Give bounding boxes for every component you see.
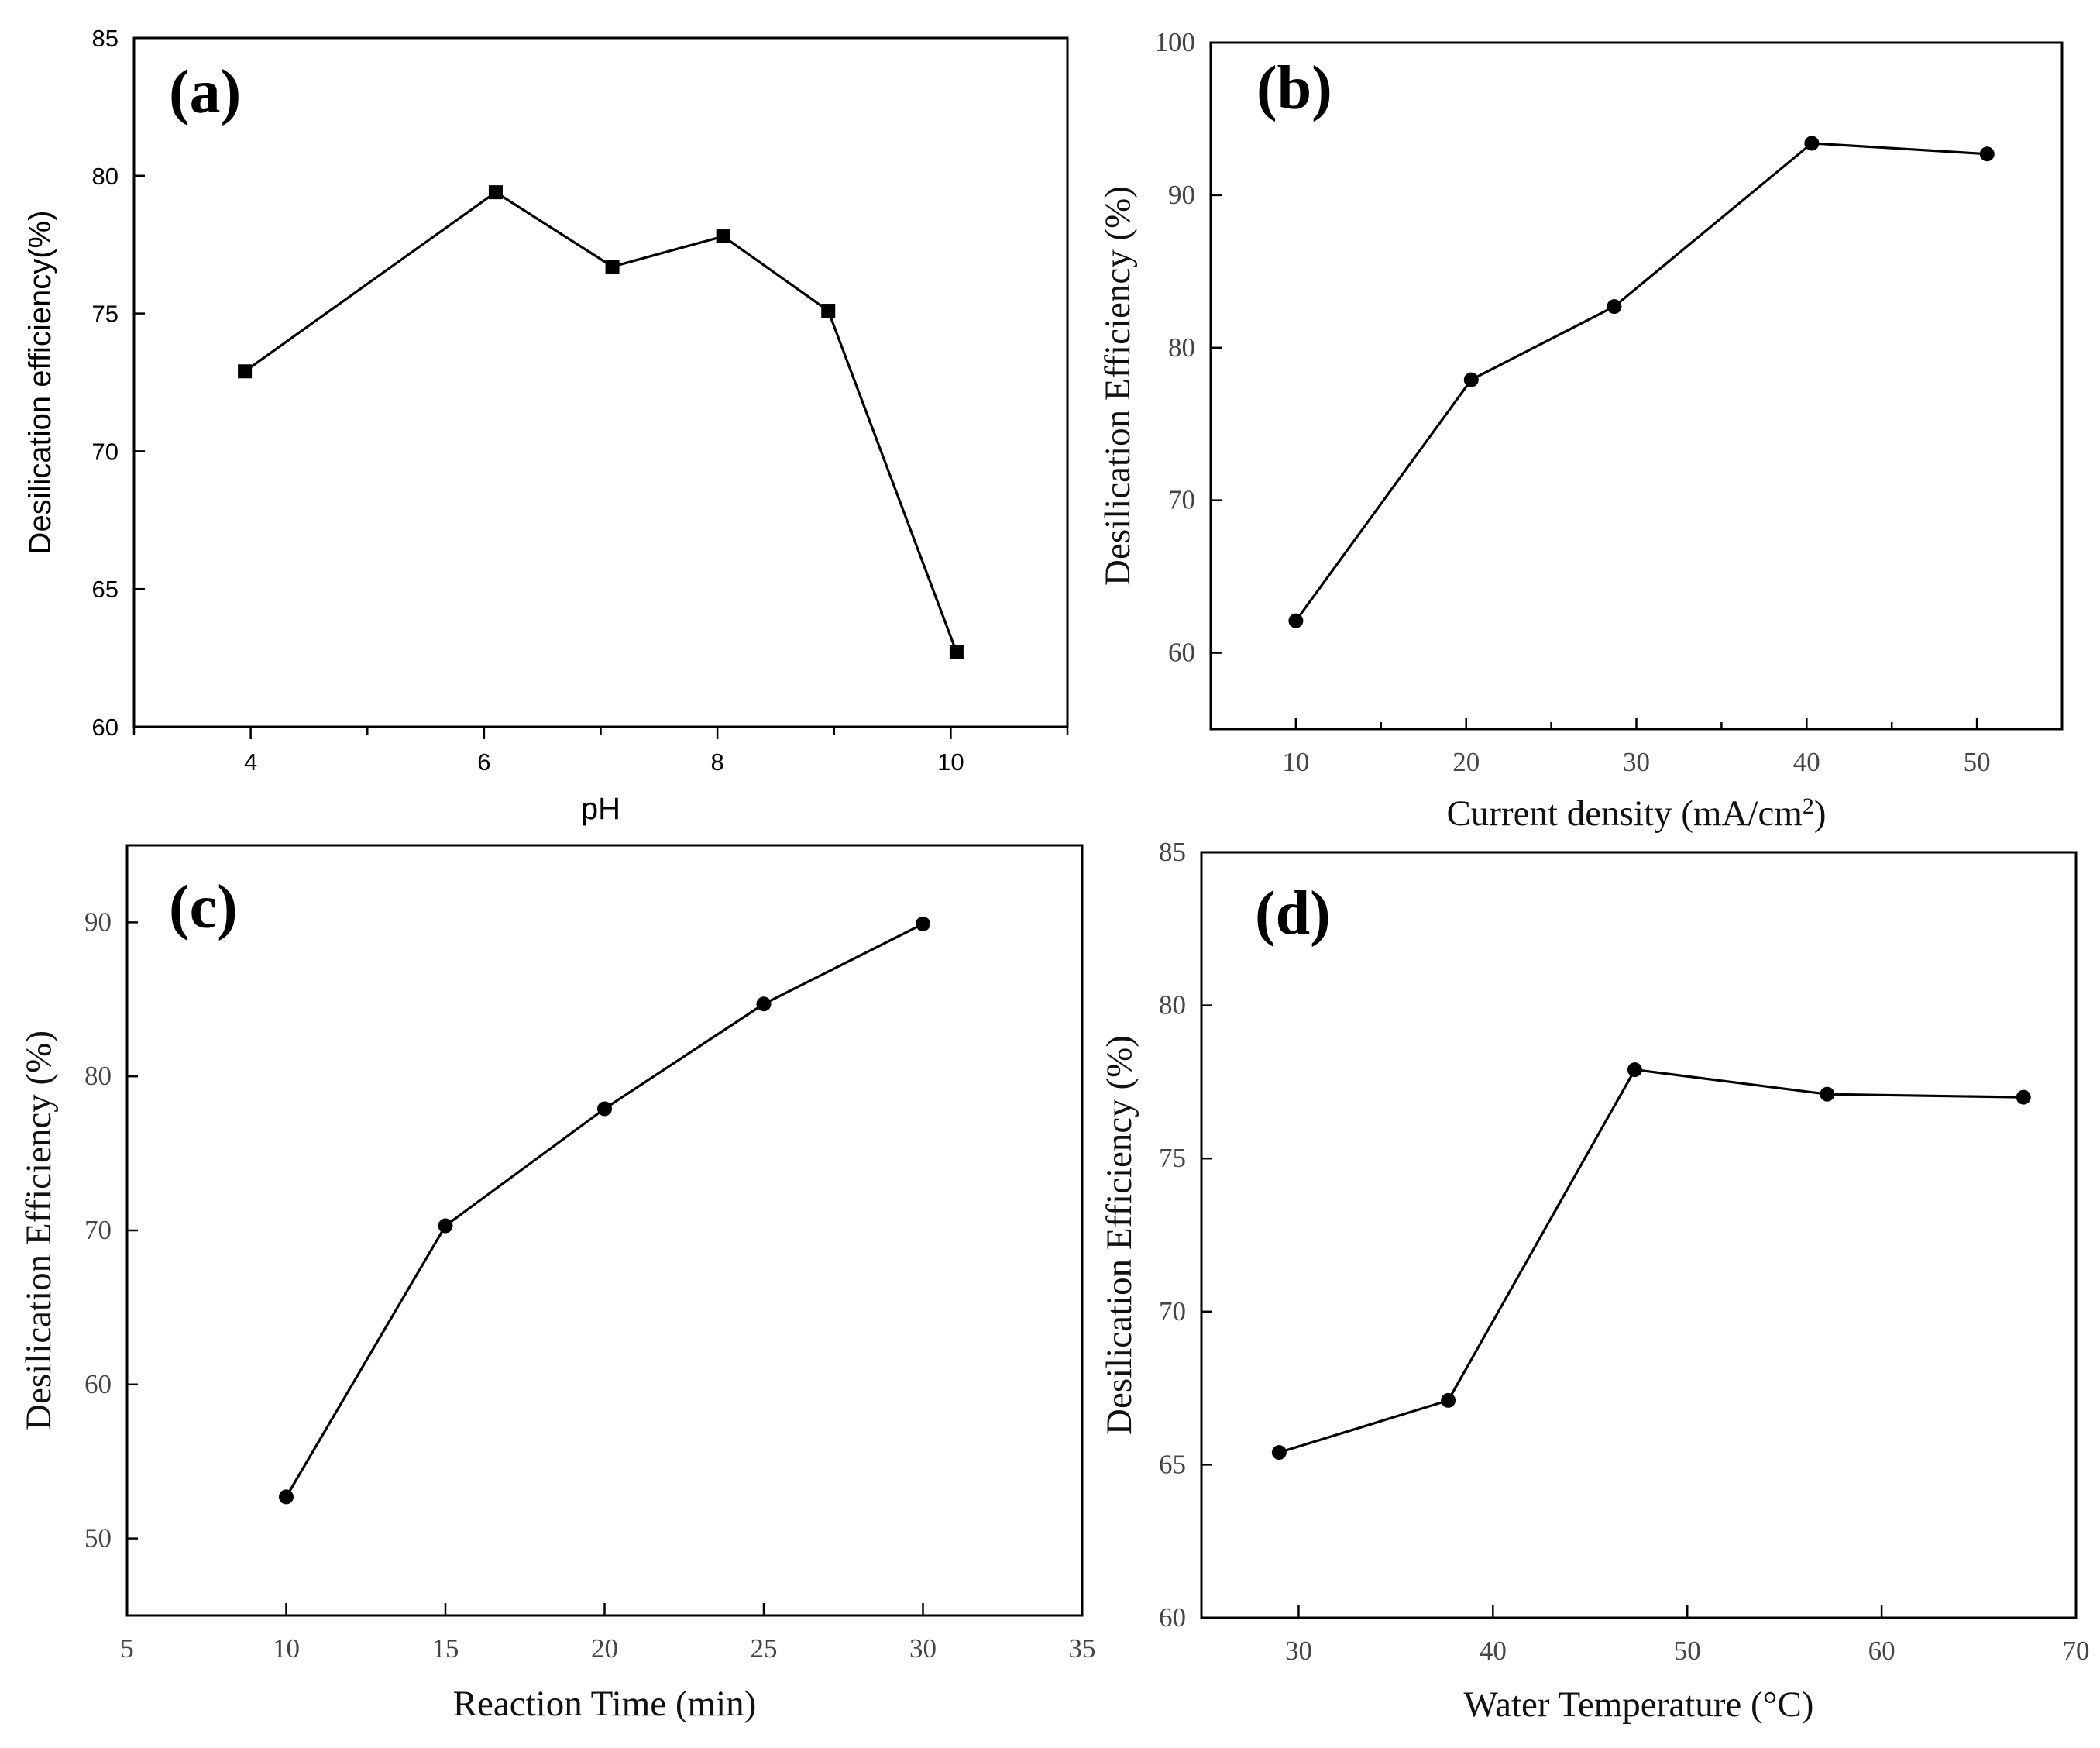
y-tick-label: 80 (92, 163, 119, 190)
x-tick-label: 8 (711, 748, 724, 776)
x-tick-label: 40 (1480, 1636, 1507, 1666)
x-axis-label: Current density (mA/cm2) (1446, 793, 1826, 834)
x-tick-label: 20 (1452, 747, 1480, 777)
x-axis-label-text: Water Temperature (°C) (1464, 1684, 1814, 1725)
data-point (1627, 1062, 1642, 1078)
y-tick-label: 80 (1168, 332, 1195, 363)
panel-d: 30 40 50 60 70 60 65 70 75 80 85 Water Temperature … (1099, 837, 2090, 1725)
y-axis-label: Desilication Efficiency (%) (1098, 186, 1138, 586)
data-point (916, 916, 930, 931)
series-line (1278, 1068, 2024, 1454)
panel-a: 4 6 8 10 60 65 70 75 80 85 pH Desilication efficien… (23, 25, 1069, 826)
plot-frame (1200, 851, 2078, 1619)
y-tick-label: 70 (1168, 485, 1195, 515)
x-tick-label: 30 (1285, 1636, 1312, 1666)
y-tick-label: 60 (1159, 1602, 1186, 1633)
data-point (238, 364, 253, 379)
x-tick-label: 5 (120, 1633, 134, 1664)
y-axis-label: Desilication Efficiency (%) (19, 1031, 59, 1430)
plot-frame (1209, 41, 2064, 731)
data-point (1607, 299, 1622, 315)
data-point (597, 1101, 612, 1117)
y-tick-label: 75 (1159, 1143, 1186, 1173)
data-point (605, 260, 620, 274)
series-line (244, 191, 958, 653)
y-tick-label: 90 (1168, 180, 1195, 210)
x-axis-label: Reaction Time (min) (453, 1684, 757, 1724)
x-tick-label: 10 (937, 748, 964, 776)
x-tick-label: 4 (244, 748, 257, 776)
data-point (1463, 372, 1479, 387)
y-tick-label: 60 (1168, 638, 1195, 668)
x-tick-label: 70 (2063, 1636, 2090, 1666)
x-tick-label: 50 (1964, 747, 1991, 777)
panel-label: (c) (169, 873, 238, 941)
x-axis-label: pH (581, 792, 620, 826)
x-axis-label-superscript: 2 (1803, 793, 1814, 819)
data-point (1271, 1445, 1287, 1461)
y-tick-label: 75 (92, 301, 119, 328)
x-tick-label: 10 (1282, 747, 1309, 777)
y-tick-label: 80 (1159, 990, 1186, 1020)
data-point (279, 1489, 294, 1505)
data-point (821, 304, 836, 318)
series-line (1294, 142, 1988, 622)
data-point (1979, 146, 1995, 162)
plot-frame (125, 844, 1084, 1617)
x-tick-label: 20 (591, 1633, 618, 1664)
x-tick-label: 10 (273, 1633, 300, 1664)
x-tick-label: 30 (909, 1633, 937, 1664)
x-axis-label-text: Reaction Time (min) (453, 1684, 757, 1724)
x-tick-label: 40 (1793, 747, 1820, 777)
y-tick-label: 80 (84, 1061, 112, 1091)
data-point (488, 185, 503, 200)
data-point (1288, 613, 1304, 628)
y-tick-label: 60 (92, 714, 119, 741)
x-axis-label: Water Temperature (°C) (1464, 1684, 1814, 1725)
panel-b: 10 20 30 40 50 60 70 80 90 100 Current density (mA… (1098, 27, 2064, 834)
y-tick-label: 85 (92, 25, 119, 52)
y-tick-label: 70 (92, 438, 119, 465)
x-tick-label: 25 (751, 1633, 778, 1664)
y-tick-label: 65 (92, 576, 119, 603)
x-axis-label-text: pH (581, 792, 620, 826)
x-tick-label: 35 (1069, 1633, 1096, 1664)
data-point (949, 645, 964, 659)
data-point (716, 229, 730, 244)
data-point (756, 996, 772, 1012)
data-point (1441, 1392, 1456, 1408)
x-axis-label-text: Current density (mA/cm (1446, 793, 1802, 834)
y-tick-label: 50 (84, 1523, 112, 1554)
y-tick-label: 90 (84, 907, 112, 937)
y-tick-label: 70 (1159, 1296, 1186, 1326)
plot-frame (132, 36, 1069, 728)
data-point (2016, 1089, 2031, 1105)
panel-label: (d) (1255, 879, 1331, 948)
x-tick-label: 60 (1868, 1636, 1895, 1666)
data-point (1804, 136, 1820, 151)
panel-label: (a) (169, 58, 241, 126)
panel-label: (b) (1256, 54, 1332, 122)
panel-c: 5 10 15 20 25 30 35 50 60 70 80 90 Reaction Time (mi… (19, 844, 1096, 1724)
data-point (438, 1218, 453, 1234)
y-tick-label: 85 (1159, 837, 1186, 867)
y-tick-label: 60 (84, 1369, 112, 1399)
y-tick-label: 70 (84, 1215, 112, 1245)
y-tick-label: 65 (1159, 1449, 1186, 1479)
x-tick-label: 50 (1674, 1636, 1701, 1666)
x-tick-label: 30 (1623, 747, 1650, 777)
series-line (285, 922, 924, 1498)
y-axis-label: Desilication Efficiency (%) (1099, 1035, 1139, 1435)
x-axis-label-suffix: ) (1814, 793, 1827, 834)
y-tick-label: 100 (1155, 27, 1196, 57)
data-point (1820, 1086, 1835, 1102)
x-tick-label: 6 (477, 748, 490, 776)
x-tick-label: 15 (432, 1633, 459, 1664)
y-axis-label: Desilication efficiency(%) (23, 211, 57, 555)
